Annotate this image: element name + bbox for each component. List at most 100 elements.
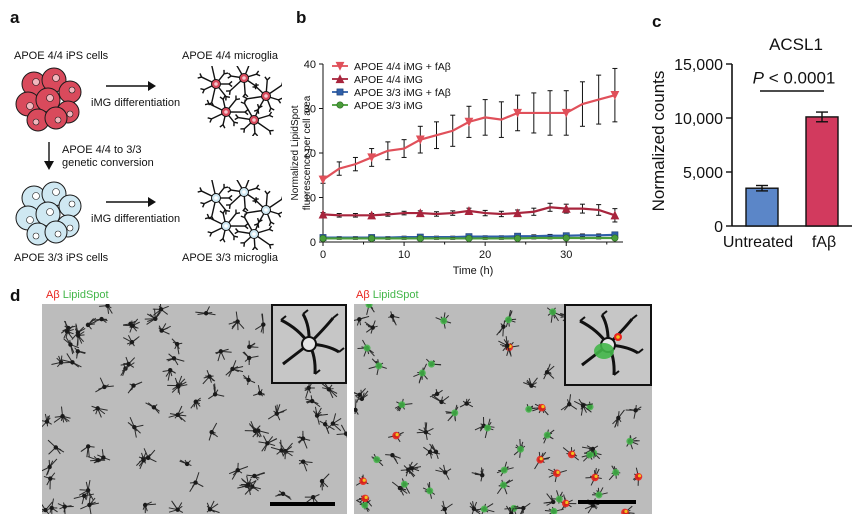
microglia-cell (63, 321, 74, 339)
microglia-branch (227, 189, 232, 193)
cell-body (48, 476, 53, 481)
cell-body (64, 329, 70, 334)
y-tick-label: 15,000 (674, 57, 723, 74)
cell-body (207, 374, 212, 379)
microglia-branch (225, 209, 231, 212)
colocalization-signal (624, 509, 628, 514)
microglia-cell (168, 500, 184, 513)
microglia-branch (254, 246, 259, 250)
microglia-cell (405, 462, 422, 474)
cell-body (261, 322, 266, 327)
microglia-cell (95, 377, 114, 393)
microglia-cell (255, 313, 266, 334)
cell-body (310, 494, 316, 500)
microglia-cell (85, 317, 97, 330)
lipidspot-signal (517, 445, 525, 453)
cell-body (207, 507, 213, 512)
microglia-cell (459, 398, 474, 408)
lipidspot-timecourse-chart: 0 10 20 30 40 0 10 20 30 Time (h) Normalized Lipid… (290, 59, 623, 277)
microglia-branch (222, 238, 226, 243)
microglia-branch (209, 118, 213, 123)
top-diff-arrow (106, 81, 156, 91)
microglia-cell (388, 311, 400, 326)
lipidspot-signal (504, 316, 512, 324)
microglia-branch (228, 194, 233, 199)
microglia-cell (206, 500, 220, 514)
x-tick-label: 30 (560, 249, 572, 261)
cell-body (95, 457, 101, 463)
microglia-cell (592, 487, 608, 499)
cell-body (193, 399, 198, 404)
inset-branch (579, 316, 586, 322)
cell-body (70, 360, 75, 365)
cell-body (265, 441, 270, 446)
inset-branch (631, 314, 638, 320)
microglia-cell (63, 337, 80, 355)
microglia-cell (321, 381, 338, 399)
inset-cell-body (301, 336, 317, 352)
microglia-cell (305, 395, 321, 408)
panel-b-letter: b (296, 8, 307, 27)
y-tick-label: 5,000 (683, 165, 723, 182)
legend-marker (336, 101, 344, 109)
microglia-nucleus (224, 224, 228, 228)
microglia-cell (42, 413, 52, 428)
microglia-cell (435, 464, 452, 480)
microglia-cell (336, 424, 347, 439)
cell-body (151, 405, 157, 410)
cell-body (319, 478, 325, 484)
colocalization-signal (364, 495, 368, 499)
cell-body (209, 429, 214, 435)
lipidspot-signal (361, 501, 369, 509)
cell-body (300, 459, 306, 464)
microglia-cell (228, 311, 245, 331)
microglia-cell (368, 358, 387, 376)
data-point (368, 234, 376, 242)
microglia-branch (202, 89, 205, 94)
microglia-cell (581, 449, 596, 462)
inset-branch (280, 315, 287, 321)
x-tick-label: 10 (398, 249, 410, 261)
cell-body (357, 392, 362, 398)
microglia-cell (514, 502, 531, 514)
microglia-branch (268, 225, 273, 230)
microglia-cell (313, 406, 328, 425)
microglia-cell (416, 422, 434, 441)
cell-body (616, 415, 621, 421)
colocalization-signal (637, 474, 642, 478)
cell-body (423, 429, 429, 435)
cell-body (85, 322, 91, 328)
colocalization-signal (594, 474, 598, 478)
data-point (610, 91, 620, 100)
cell-body (354, 407, 358, 413)
microglia-cell (75, 331, 85, 347)
microglia-cell (78, 479, 94, 500)
inset-branch (338, 347, 345, 353)
y-tick-label: 20 (304, 148, 316, 160)
microglia-branch (219, 210, 224, 214)
microglia-branch (233, 121, 239, 124)
microglia-cell (162, 368, 176, 381)
cell-body (174, 341, 180, 347)
microglia-cell (225, 360, 244, 377)
lipidspot-signal (550, 507, 558, 514)
cell-body (126, 361, 131, 367)
data-point (561, 203, 571, 213)
cell-body (359, 396, 365, 402)
microglia-branch (197, 190, 202, 193)
y-tick-label: 40 (304, 59, 316, 71)
right-scale-bar (578, 500, 636, 504)
microglia-nucleus (264, 208, 268, 212)
x-axis-label: Time (h) (453, 265, 494, 277)
cell-body (274, 411, 280, 416)
data-point (415, 208, 425, 218)
y-tick-label: 0 (714, 219, 723, 236)
microglia-branch (278, 97, 282, 101)
inset-branch (332, 313, 339, 319)
microglia-cell (123, 318, 140, 333)
p-symbol: P (753, 69, 765, 88)
cell-body (168, 368, 173, 373)
series-0 (318, 67, 620, 185)
microglia-cell (319, 473, 330, 491)
panel-a-letter: a (10, 8, 20, 27)
